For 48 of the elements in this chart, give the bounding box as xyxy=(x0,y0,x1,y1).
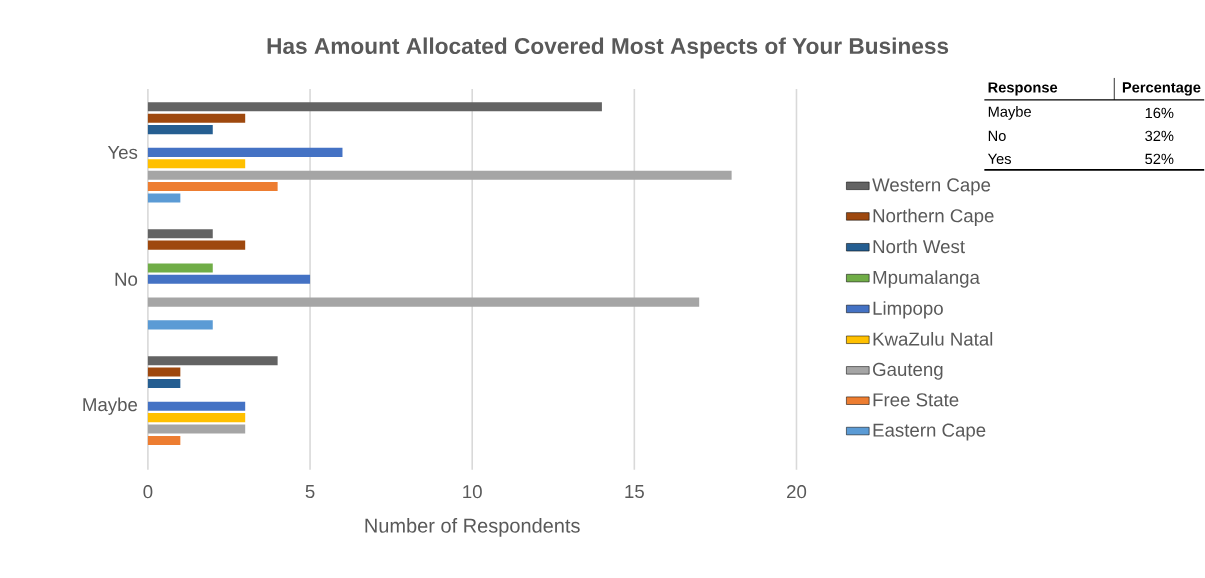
bar xyxy=(147,263,213,273)
legend-label: KwaZulu Natal xyxy=(873,332,993,346)
bar xyxy=(147,102,602,112)
legend-label: Mpumalanga xyxy=(873,270,980,288)
bar xyxy=(147,274,311,285)
y-tick-label: Maybe xyxy=(83,397,138,416)
x-tick-label: 5 xyxy=(305,485,315,499)
bar xyxy=(147,356,278,366)
bar xyxy=(147,320,213,330)
x-tick-label: 20 xyxy=(787,485,807,499)
text: 52% xyxy=(1145,153,1174,165)
bar xyxy=(147,413,246,423)
x-tick-label: 15 xyxy=(625,485,644,499)
x-tick-label: 10 xyxy=(463,485,482,499)
bar xyxy=(147,148,343,158)
bar xyxy=(147,240,246,250)
bar xyxy=(147,125,213,135)
text: Yes xyxy=(987,153,1011,165)
bar xyxy=(147,113,246,123)
bar xyxy=(147,436,181,446)
legend-label: Gauteng xyxy=(873,363,943,380)
text: Percentage xyxy=(1122,82,1201,96)
legend-label: Northern Cape xyxy=(873,208,994,227)
bar xyxy=(147,379,181,389)
text: 32% xyxy=(1145,130,1174,142)
text: Response xyxy=(988,82,1058,96)
bar xyxy=(147,424,246,434)
bar xyxy=(147,170,732,180)
y-tick-label: No xyxy=(115,273,138,287)
legend-label: Western Cape xyxy=(872,178,991,196)
bar xyxy=(147,401,246,411)
bar xyxy=(147,182,278,192)
text: No xyxy=(988,131,1006,142)
text: 16% xyxy=(1145,107,1174,119)
bar xyxy=(147,193,181,203)
legend-label: Free State xyxy=(873,393,959,407)
bar xyxy=(147,297,700,307)
legend-label: Limpopo xyxy=(873,301,943,319)
x-tick-label: 0 xyxy=(143,485,153,499)
bar xyxy=(147,159,246,169)
legend-label: North West xyxy=(873,239,965,254)
bar xyxy=(147,367,181,377)
text: Maybe xyxy=(988,106,1031,120)
x-axis-title: Number of Respondents xyxy=(365,518,580,537)
legend-label: Eastern Cape xyxy=(873,423,986,441)
chart-title: Has Amount Allocated Covered Most Aspects of Your Business xyxy=(267,37,949,59)
y-tick-label: Yes xyxy=(107,146,138,160)
bar xyxy=(147,229,213,239)
